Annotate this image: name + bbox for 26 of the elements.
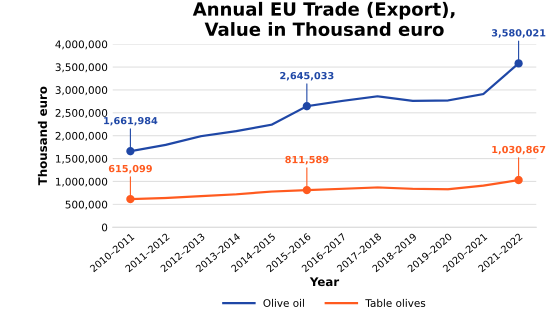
data-label: 615,099: [108, 164, 152, 174]
point: [126, 194, 135, 204]
y-tick-label: 2,000,000: [56, 132, 108, 141]
x-axis-title: Year: [310, 277, 340, 286]
y-tick-label: 1,000,000: [56, 178, 108, 187]
y-tick-label: 3,000,000: [56, 86, 108, 96]
y-axis-title: Thousand euro: [38, 86, 48, 186]
legend-label: Olive oil: [263, 298, 304, 307]
y-tick-label: 4,000,000: [55, 40, 108, 50]
point: [514, 176, 523, 184]
data-label: 1,661,984: [104, 116, 158, 126]
chart-title: Annual EU Trade (Export), Value in Thousand euro: [192, 2, 454, 36]
data-label: 811,589: [285, 156, 328, 164]
point: [302, 102, 312, 110]
y-tick-label: 3,500,000: [56, 63, 108, 72]
y-tick-label: 0: [102, 223, 108, 232]
y-tick-label: 1,500,000: [56, 154, 108, 164]
point: [514, 59, 523, 68]
legend-label: Table olives: [365, 298, 426, 307]
y-tick-label: 500,000: [66, 200, 108, 210]
data-label: 1,030,867: [492, 146, 546, 154]
data-label: 3,580,021: [492, 29, 546, 38]
point: [302, 186, 312, 194]
point: [126, 147, 135, 156]
y-tick-label: 2,500,000: [56, 109, 108, 118]
data-label: 2,645,033: [280, 72, 334, 81]
